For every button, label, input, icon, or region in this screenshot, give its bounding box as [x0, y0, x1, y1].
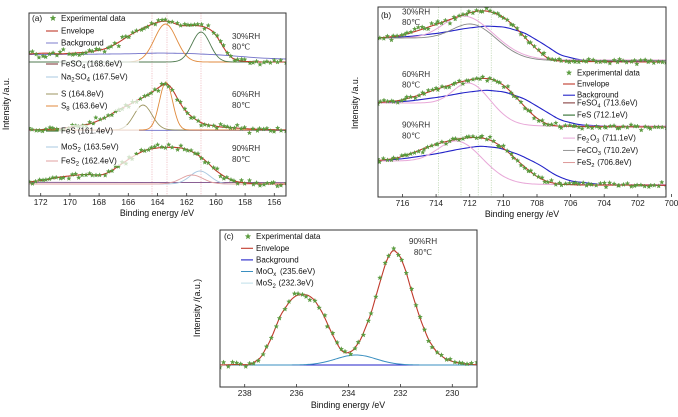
svg-text:(c): (c)	[224, 231, 234, 241]
svg-text:712: 712	[463, 198, 477, 208]
svg-text:Experimental data: Experimental data	[577, 68, 641, 77]
svg-text:234: 234	[342, 388, 356, 398]
svg-text:80℃: 80℃	[232, 155, 250, 164]
svg-text:(713.6eV): (713.6eV)	[603, 98, 638, 107]
svg-text:(706.8eV): (706.8eV)	[597, 158, 632, 167]
svg-text:702: 702	[631, 198, 645, 208]
svg-text:60%RH: 60%RH	[232, 90, 260, 99]
svg-text:FeS: FeS	[577, 158, 591, 167]
svg-text:MoO: MoO	[256, 267, 273, 276]
svg-text:80℃: 80℃	[232, 42, 250, 51]
svg-text:Binding energy /eV: Binding energy /eV	[120, 208, 194, 218]
svg-text:(163.6eV): (163.6eV)	[72, 102, 107, 111]
svg-text:80℃: 80℃	[232, 101, 250, 110]
svg-text:708: 708	[530, 198, 544, 208]
svg-text:166: 166	[121, 197, 135, 207]
svg-text:Experimental data: Experimental data	[256, 232, 321, 241]
svg-text:Background: Background	[61, 39, 104, 48]
svg-text:706: 706	[564, 198, 578, 208]
svg-text:236: 236	[290, 388, 304, 398]
svg-text:(235.6eV): (235.6eV)	[280, 267, 315, 276]
svg-text:FeS (161.4eV): FeS (161.4eV)	[61, 127, 113, 136]
svg-text:FeS: FeS	[61, 157, 76, 166]
svg-text:704: 704	[597, 198, 611, 208]
svg-text:(710.2eV): (710.2eV)	[604, 146, 639, 155]
svg-text:80℃: 80℃	[402, 81, 420, 90]
svg-text:30%RH: 30%RH	[402, 8, 430, 17]
svg-text:(a): (a)	[32, 13, 42, 23]
svg-text:(168.6eV): (168.6eV)	[87, 60, 122, 69]
svg-text:60%RH: 60%RH	[402, 70, 430, 79]
svg-text:MoS: MoS	[61, 143, 77, 152]
svg-text:Na: Na	[61, 73, 72, 82]
svg-text:80℃: 80℃	[414, 248, 432, 257]
svg-text:Fe: Fe	[577, 134, 586, 143]
svg-text:160: 160	[209, 197, 223, 207]
svg-text:238: 238	[238, 388, 252, 398]
svg-text:Binding energy /eV: Binding energy /eV	[311, 400, 385, 410]
svg-text:2: 2	[591, 163, 594, 169]
svg-text:2: 2	[586, 139, 589, 145]
svg-text:x: x	[273, 272, 276, 278]
svg-text:170: 170	[63, 197, 77, 207]
svg-text:158: 158	[238, 197, 252, 207]
svg-text:Envelope: Envelope	[61, 27, 95, 36]
svg-text:FeCO: FeCO	[577, 146, 598, 155]
svg-text:172: 172	[34, 197, 48, 207]
svg-text:Intensity /a.u.: Intensity /a.u.	[1, 78, 11, 130]
svg-text:(162.4eV): (162.4eV)	[82, 157, 117, 166]
svg-text:(b): (b)	[381, 10, 391, 20]
svg-text:Binding energy /eV: Binding energy /eV	[485, 209, 559, 219]
svg-text:Envelope: Envelope	[256, 244, 290, 253]
svg-text:716: 716	[396, 198, 410, 208]
svg-text:80℃: 80℃	[402, 131, 420, 140]
svg-text:714: 714	[429, 198, 443, 208]
svg-text:232: 232	[393, 388, 407, 398]
svg-text:FeS (712.1eV): FeS (712.1eV)	[577, 111, 628, 120]
svg-text:3: 3	[596, 139, 599, 145]
svg-text:3: 3	[598, 151, 601, 157]
svg-text:90%RH: 90%RH	[409, 237, 437, 246]
svg-text:(167.5eV): (167.5eV)	[93, 73, 128, 82]
svg-text:FeSO: FeSO	[61, 60, 82, 69]
svg-text:SO: SO	[75, 73, 87, 82]
svg-text:Envelope: Envelope	[577, 80, 610, 89]
svg-text:30%RH: 30%RH	[232, 32, 260, 41]
svg-text:700: 700	[664, 198, 678, 208]
svg-text:(232.3eV): (232.3eV)	[279, 279, 314, 288]
svg-text:(711.1eV): (711.1eV)	[602, 134, 636, 143]
svg-text:230: 230	[445, 388, 459, 398]
svg-text:80℃: 80℃	[402, 18, 420, 27]
svg-text:MoS: MoS	[256, 279, 272, 288]
svg-text:S (164.8eV): S (164.8eV)	[61, 90, 104, 99]
svg-text:FeSO: FeSO	[577, 98, 597, 107]
svg-text:162: 162	[180, 197, 194, 207]
svg-text:(163.5eV): (163.5eV)	[84, 143, 119, 152]
svg-text:Experimental data: Experimental data	[61, 14, 126, 23]
svg-text:Intensity /a.u.: Intensity /a.u.	[350, 77, 360, 129]
svg-text:168: 168	[92, 197, 106, 207]
svg-text:90%RH: 90%RH	[402, 121, 430, 130]
svg-text:156: 156	[267, 197, 281, 207]
svg-text:Intensity /(a.u.): Intensity /(a.u.)	[192, 279, 202, 337]
svg-text:164: 164	[151, 197, 165, 207]
svg-text:710: 710	[496, 198, 510, 208]
svg-text:90%RH: 90%RH	[232, 144, 260, 153]
svg-text:Background: Background	[256, 255, 299, 264]
